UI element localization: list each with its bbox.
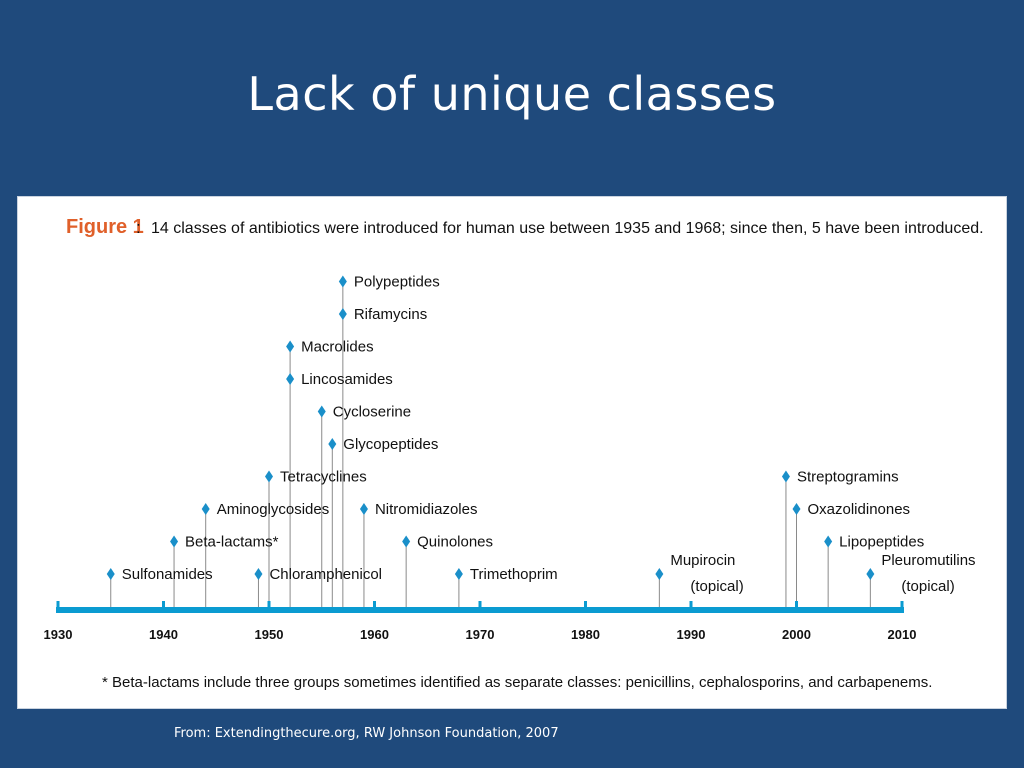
- event-marker: [655, 568, 664, 580]
- event-note: (topical): [901, 578, 954, 595]
- event-label: Tetracyclines: [280, 469, 367, 486]
- event-label: Trimethoprim: [470, 566, 558, 583]
- event-label: Sulfonamides: [122, 566, 213, 583]
- tick-mark: [689, 601, 693, 613]
- tick-label: 1980: [571, 627, 600, 642]
- event-stems: [110, 281, 871, 607]
- event-label: Beta-lactams*: [185, 534, 279, 551]
- tick-label: 1940: [149, 627, 178, 642]
- event-marker: [170, 535, 179, 548]
- tick-label: 2010: [888, 627, 917, 642]
- event-marker: [338, 308, 347, 320]
- event-label: Pleuromutilins: [881, 552, 975, 569]
- event-label: Chloramphenicol: [269, 566, 382, 583]
- event-label: Lipopeptides: [839, 534, 924, 551]
- event-marker: [792, 503, 801, 515]
- event-label: Glycopeptides: [343, 436, 438, 453]
- event-label: Lincosamides: [301, 371, 393, 388]
- event-note: (topical): [690, 578, 743, 595]
- event-marker: [201, 503, 210, 515]
- event-label: Mupirocin: [670, 552, 735, 569]
- figure-panel: Figure 1 : 14 classes of antibiotics wer…: [17, 196, 1007, 709]
- event-label: Rifamycins: [354, 306, 427, 323]
- slide-title: Lack of unique classes: [247, 67, 777, 121]
- tick-mark: [56, 601, 60, 613]
- event-marker: [286, 340, 295, 353]
- tick-label: 1970: [466, 627, 495, 642]
- tick-mark: [795, 601, 798, 613]
- tick-label: 1960: [360, 627, 389, 642]
- event-marker: [106, 568, 115, 580]
- footnote: * Beta-lactams include three groups some…: [102, 674, 932, 691]
- event-label: Cycloserine: [333, 404, 411, 421]
- tick-mark: [267, 601, 271, 613]
- event-marker: [286, 373, 295, 385]
- timeline-diagram: Figure 1 : 14 classes of antibiotics wer…: [44, 216, 984, 691]
- tick-label: 1990: [677, 627, 706, 642]
- source-citation: From: Extendingthecure.org, RW Johnson F…: [174, 726, 559, 741]
- tick-mark: [373, 601, 376, 613]
- event-marker: [402, 535, 411, 548]
- figure-label: Figure 1: [66, 216, 144, 238]
- event-marker: [265, 470, 273, 483]
- event-label: Oxazolidinones: [808, 501, 911, 518]
- tick-mark: [162, 601, 165, 613]
- figure-label-separator: :: [136, 218, 141, 237]
- event-label: Quinolones: [417, 534, 493, 551]
- event-marker: [454, 568, 463, 580]
- event-marker: [328, 438, 337, 450]
- event-label: Macrolides: [301, 339, 374, 356]
- tick-label: 1930: [44, 627, 73, 642]
- event-marker: [317, 405, 326, 418]
- tick-label: 2000: [782, 627, 811, 642]
- event-label: Polypeptides: [354, 274, 440, 291]
- axis-ticks: 1930 1940 1950 1960 1970 1980 1990 2000 2010: [44, 601, 917, 642]
- tick-mark: [900, 601, 904, 613]
- event-marker: [359, 503, 368, 515]
- event-label: Nitromidiazoles: [375, 501, 478, 518]
- event-label: Aminoglycosides: [217, 501, 330, 518]
- tick-mark: [478, 601, 482, 613]
- tick-mark: [584, 601, 587, 613]
- event-label: Streptogramins: [797, 469, 899, 486]
- events: Sulfonamides Beta-lactams* Aminoglycosides…: [106, 274, 976, 595]
- event-marker: [781, 470, 790, 483]
- figure-caption: 14 classes of antibiotics were introduce…: [151, 220, 984, 237]
- event-marker: [866, 568, 875, 580]
- tick-label: 1950: [255, 627, 284, 642]
- event-marker: [824, 535, 833, 548]
- event-marker: [338, 275, 347, 288]
- event-marker: [254, 568, 263, 580]
